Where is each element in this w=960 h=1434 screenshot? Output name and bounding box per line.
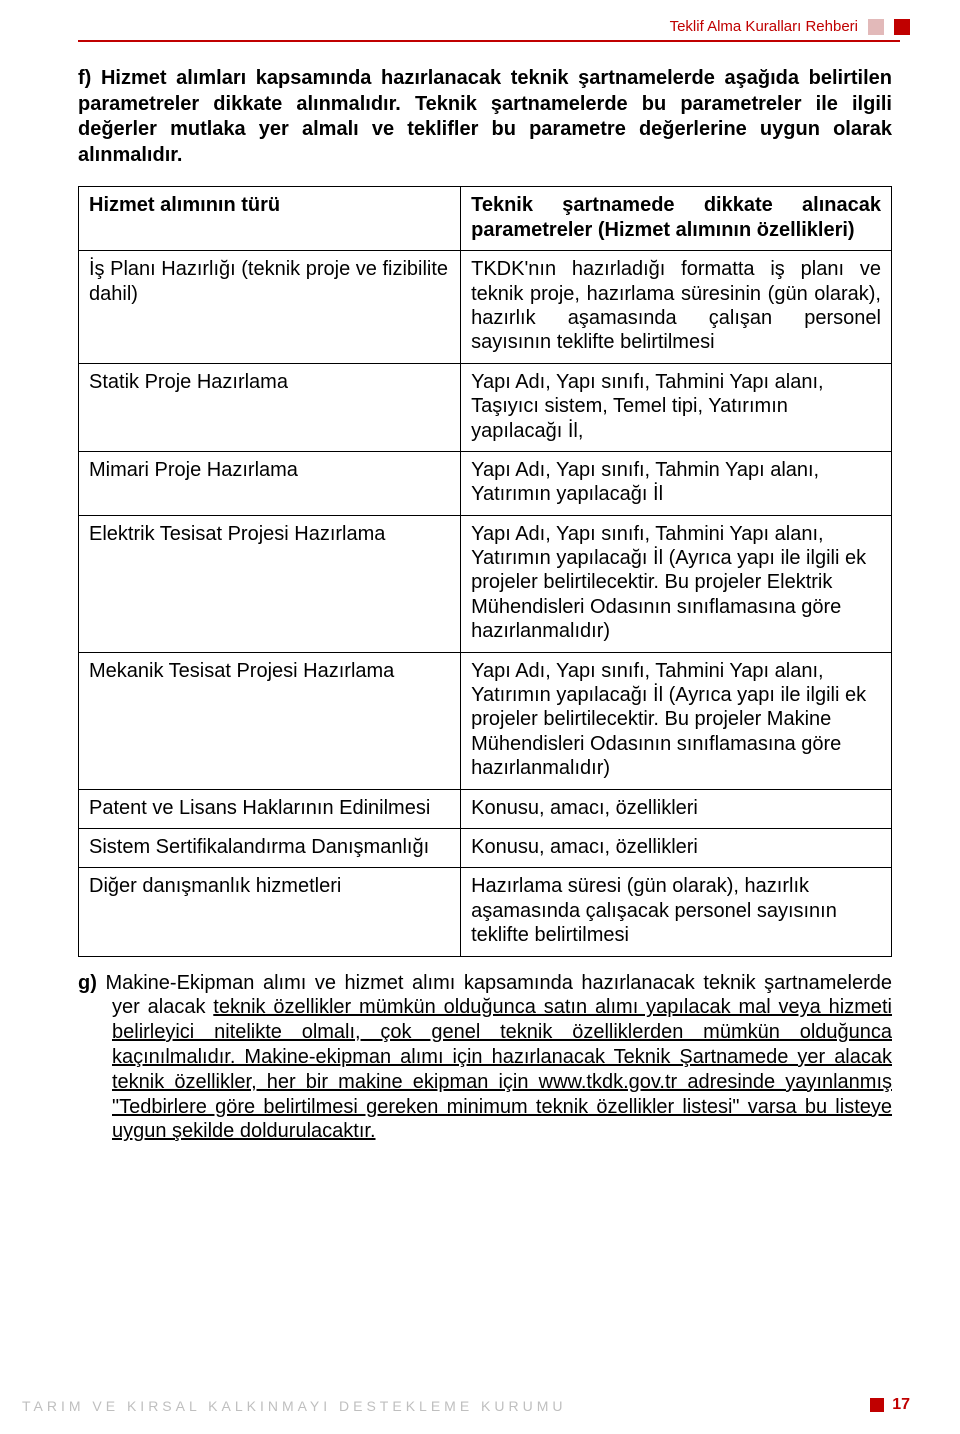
table-cell-right: Yapı Adı, Yapı sınıfı, Tahmini Yapı alan… [461,363,892,451]
parameters-table: Hizmet alımının türü Teknik şartnamede d… [78,186,892,956]
footer-page-number: 17 [892,1396,910,1414]
table-row: Statik Proje Hazırlama Yapı Adı, Yapı sı… [79,363,892,451]
table-cell-left: Mimari Proje Hazırlama [79,451,461,515]
footer-org: TARIM VE KIRSAL KALKINMAYI DESTEKLEME KU… [22,1398,566,1414]
table-cell-right: Yapı Adı, Yapı sınıfı, Tahmini Yapı alan… [461,652,892,789]
table-cell-left: Mekanik Tesisat Projesi Hazırlama [79,652,461,789]
header-title: Teklif Alma Kuralları Rehberi [670,18,858,35]
table-cell-right: Konusu, amacı, özellikleri [461,789,892,828]
table-header-right: Teknik şartnamede dikkate alınacak param… [461,187,892,251]
table-cell-left: Statik Proje Hazırlama [79,363,461,451]
table-cell-right: TKDK'nın hazırladığı formatta iş planı v… [461,251,892,364]
table-cell-right: Hazırlama süresi (gün olarak), hazırlık … [461,868,892,956]
table-row: İş Planı Hazırlığı (teknik proje ve fizi… [79,251,892,364]
table-cell-right: Yapı Adı, Yapı sınıfı, Tahmini Yapı alan… [461,515,892,652]
footer: TARIM VE KIRSAL KALKINMAYI DESTEKLEME KU… [22,1396,910,1414]
table-cell-left: Elektrik Tesisat Projesi Hazırlama [79,515,461,652]
paragraph-g-underlined: teknik özellikler mümkün olduğunca satın… [112,996,892,1142]
paragraph-g: g) Makine-Ekipman alımı ve hizmet alımı … [78,971,892,1145]
table-header-left: Hizmet alımının türü [79,187,461,251]
table-cell-left: Patent ve Lisans Haklarının Edinilmesi [79,789,461,828]
table-row: Patent ve Lisans Haklarının Edinilmesi K… [79,789,892,828]
footer-square-icon [870,1398,884,1412]
table-row: Sistem Sertifikalandırma Danışmanlığı Ko… [79,828,892,867]
table-header-row: Hizmet alımının türü Teknik şartnamede d… [79,187,892,251]
table-cell-right: Yapı Adı, Yapı sınıfı, Tahmin Yapı alanı… [461,451,892,515]
table-row: Elektrik Tesisat Projesi Hazırlama Yapı … [79,515,892,652]
intro-label: f) [78,67,91,89]
header-rule [78,40,900,42]
intro-paragraph: f) Hizmet alımları kapsamında hazırlanac… [78,66,892,168]
paragraph-g-label: g) [78,972,97,994]
header-square-light [868,19,884,35]
content: f) Hizmet alımları kapsamında hazırlanac… [78,66,892,1144]
table-cell-left: İş Planı Hazırlığı (teknik proje ve fizi… [79,251,461,364]
table-cell-left: Sistem Sertifikalandırma Danışmanlığı [79,828,461,867]
table-row: Mimari Proje Hazırlama Yapı Adı, Yapı sı… [79,451,892,515]
header-square-dark [894,19,910,35]
footer-page-group: 17 [870,1396,910,1414]
table-cell-left: Diğer danışmanlık hizmetleri [79,868,461,956]
intro-text: Hizmet alımları kapsamında hazırlanacak … [78,67,892,166]
table-row: Mekanik Tesisat Projesi Hazırlama Yapı A… [79,652,892,789]
table-cell-right: Konusu, amacı, özellikleri [461,828,892,867]
page-container: Teklif Alma Kuralları Rehberi f) Hizmet … [0,0,960,1434]
table-row: Diğer danışmanlık hizmetleri Hazırlama s… [79,868,892,956]
header-right: Teklif Alma Kuralları Rehberi [670,18,910,35]
